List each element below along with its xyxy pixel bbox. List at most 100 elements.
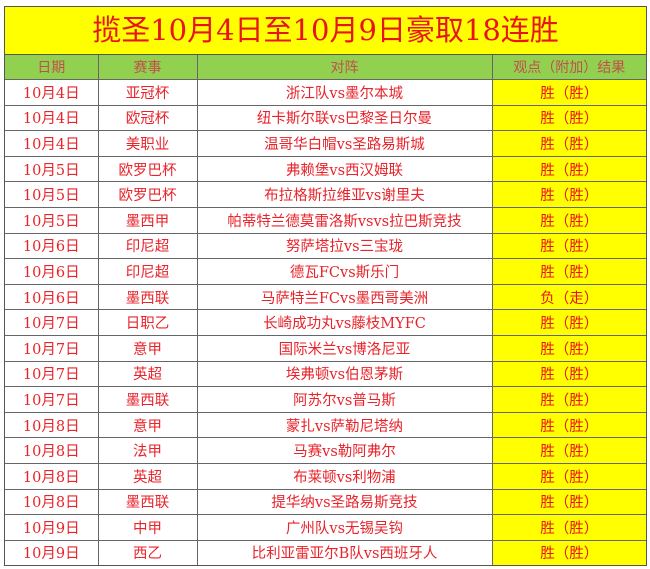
result-cell: 负（走）	[491, 283, 646, 311]
table-row: 10月5日 墨西甲 帕蒂特兰德莫雷洛斯vsvs拉巴斯竞技 胜（胜）	[5, 206, 646, 234]
result-cell: 胜（胜）	[491, 79, 646, 106]
league-cell: 欧罗巴杯	[97, 181, 198, 208]
match-cell: 提华纳vs圣路易斯竞技	[196, 488, 493, 516]
result-cell: 胜（胜）	[491, 334, 646, 362]
table-row: 10月8日 法甲 马赛vs勒阿弗尔 胜（胜）	[5, 437, 646, 464]
match-cell: 温哥华白帽vs圣路易斯城	[196, 130, 493, 157]
result-cell: 胜（胜）	[491, 309, 646, 336]
date-cell: 10月6日	[5, 232, 99, 260]
column-header-date: 日期	[5, 55, 99, 80]
league-cell: 英超	[97, 360, 198, 388]
table-row: 10月4日 亚冠杯 浙江队vs墨尔本城 胜（胜）	[5, 79, 646, 106]
table-row: 10月7日 墨西联 阿苏尔vs普马斯 胜（胜）	[5, 386, 646, 413]
match-cell: 努萨塔拉vs三宝珑	[196, 232, 493, 260]
match-cell: 广州队vs无锡吴钩	[196, 514, 493, 541]
date-cell: 10月8日	[5, 437, 99, 464]
league-cell: 亚冠杯	[97, 79, 198, 106]
result-cell: 胜（胜）	[491, 488, 646, 516]
match-cell: 比利亚雷亚尔B队vs西班牙人	[196, 539, 493, 566]
match-cell: 布拉格斯拉维亚vs谢里夫	[196, 181, 493, 208]
column-header-match: 对阵	[196, 55, 493, 80]
league-cell: 意甲	[97, 411, 198, 439]
results-table: 日期 赛事 对阵 观点（附加）结果 10月4日 亚冠杯 浙江队vs墨尔本城 胜（胜） 1…	[5, 55, 646, 566]
league-cell: 法甲	[97, 437, 198, 464]
result-cell: 胜（胜）	[491, 411, 646, 439]
date-cell: 10月9日	[5, 539, 99, 566]
date-cell: 10月5日	[5, 206, 99, 234]
result-cell: 胜（胜）	[491, 104, 646, 132]
date-cell: 10月5日	[5, 155, 99, 183]
table-row: 10月6日 印尼超 德瓦FCvs斯乐门 胜（胜）	[5, 258, 646, 285]
date-cell: 10月4日	[5, 130, 99, 157]
table-row: 10月5日 欧罗巴杯 布拉格斯拉维亚vs谢里夫 胜（胜）	[5, 181, 646, 208]
date-cell: 10月4日	[5, 79, 99, 106]
table-row: 10月5日 欧罗巴杯 弗赖堡vs西汉姆联 胜（胜）	[5, 155, 646, 183]
match-cell: 国际米兰vs博洛尼亚	[196, 334, 493, 362]
date-cell: 10月6日	[5, 283, 99, 311]
date-cell: 10月7日	[5, 360, 99, 388]
table-row: 10月4日 美职业 温哥华白帽vs圣路易斯城 胜（胜）	[5, 130, 646, 157]
result-cell: 胜（胜）	[491, 130, 646, 157]
league-cell: 欧冠杯	[97, 104, 198, 132]
table-row: 10月4日 欧冠杯 纽卡斯尔联vs巴黎圣日尔曼 胜（胜）	[5, 104, 646, 132]
match-cell: 长崎成功丸vs藤枝MYFC	[196, 309, 493, 336]
league-cell: 墨西联	[97, 488, 198, 516]
match-cell: 马萨特兰FCvs墨西哥美洲	[196, 283, 493, 311]
date-cell: 10月5日	[5, 181, 99, 208]
table-row: 10月7日 英超 埃弗顿vs伯恩茅斯 胜（胜）	[5, 360, 646, 388]
table-row: 10月7日 日职乙 长崎成功丸vs藤枝MYFC 胜（胜）	[5, 309, 646, 336]
column-header-league: 赛事	[97, 55, 198, 80]
result-cell: 胜（胜）	[491, 155, 646, 183]
table-row: 10月8日 墨西联 提华纳vs圣路易斯竞技 胜（胜）	[5, 488, 646, 516]
result-cell: 胜（胜）	[491, 539, 646, 566]
league-cell: 墨西甲	[97, 206, 198, 234]
match-cell: 纽卡斯尔联vs巴黎圣日尔曼	[196, 104, 493, 132]
match-cell: 马赛vs勒阿弗尔	[196, 437, 493, 464]
table-row: 10月8日 意甲 蒙扎vs萨勒尼塔纳 胜（胜）	[5, 411, 646, 439]
league-cell: 印尼超	[97, 258, 198, 285]
result-cell: 胜（胜）	[491, 206, 646, 234]
table-row: 10月7日 意甲 国际米兰vs博洛尼亚 胜（胜）	[5, 334, 646, 362]
match-cell: 德瓦FCvs斯乐门	[196, 258, 493, 285]
date-cell: 10月7日	[5, 309, 99, 336]
league-cell: 墨西联	[97, 386, 198, 413]
league-cell: 欧罗巴杯	[97, 155, 198, 183]
result-cell: 胜（胜）	[491, 437, 646, 464]
result-cell: 胜（胜）	[491, 232, 646, 260]
league-cell: 西乙	[97, 539, 198, 566]
date-cell: 10月6日	[5, 258, 99, 285]
date-cell: 10月9日	[5, 514, 99, 541]
result-cell: 胜（胜）	[491, 181, 646, 208]
date-cell: 10月4日	[5, 104, 99, 132]
league-cell: 美职业	[97, 130, 198, 157]
result-cell: 胜（胜）	[491, 462, 646, 490]
results-sheet: 揽圣10月4日至10月9日豪取18连胜 日期 赛事 对阵 观点（附加）结果 10…	[4, 6, 647, 567]
sheet-title: 揽圣10月4日至10月9日豪取18连胜	[5, 7, 646, 55]
header-row: 日期 赛事 对阵 观点（附加）结果	[5, 55, 646, 80]
match-cell: 浙江队vs墨尔本城	[196, 79, 493, 106]
date-cell: 10月8日	[5, 411, 99, 439]
league-cell: 墨西联	[97, 283, 198, 311]
date-cell: 10月7日	[5, 334, 99, 362]
date-cell: 10月8日	[5, 462, 99, 490]
match-cell: 弗赖堡vs西汉姆联	[196, 155, 493, 183]
date-cell: 10月7日	[5, 386, 99, 413]
table-row: 10月6日 印尼超 努萨塔拉vs三宝珑 胜（胜）	[5, 232, 646, 260]
table-row: 10月6日 墨西联 马萨特兰FCvs墨西哥美洲 负（走）	[5, 283, 646, 311]
league-cell: 意甲	[97, 334, 198, 362]
match-cell: 蒙扎vs萨勒尼塔纳	[196, 411, 493, 439]
table-row: 10月9日 西乙 比利亚雷亚尔B队vs西班牙人 胜（胜）	[5, 539, 646, 566]
match-cell: 埃弗顿vs伯恩茅斯	[196, 360, 493, 388]
match-cell: 帕蒂特兰德莫雷洛斯vsvs拉巴斯竞技	[196, 206, 493, 234]
result-cell: 胜（胜）	[491, 360, 646, 388]
result-cell: 胜（胜）	[491, 258, 646, 285]
column-header-result: 观点（附加）结果	[491, 55, 646, 80]
date-cell: 10月8日	[5, 488, 99, 516]
result-cell: 胜（胜）	[491, 386, 646, 413]
table-row: 10月8日 英超 布莱顿vs利物浦 胜（胜）	[5, 462, 646, 490]
table-row: 10月9日 中甲 广州队vs无锡吴钩 胜（胜）	[5, 514, 646, 541]
league-cell: 日职乙	[97, 309, 198, 336]
league-cell: 印尼超	[97, 232, 198, 260]
match-cell: 阿苏尔vs普马斯	[196, 386, 493, 413]
league-cell: 中甲	[97, 514, 198, 541]
